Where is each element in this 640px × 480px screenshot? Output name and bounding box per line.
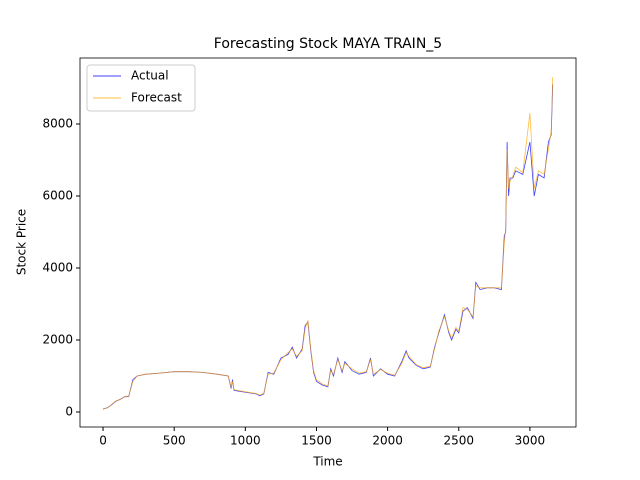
legend-label: Forecast [131,91,182,105]
chart-title: Forecasting Stock MAYA TRAIN_5 [214,36,442,52]
y-tick-label: 4000 [42,260,73,274]
x-tick-label: 500 [163,434,186,448]
y-tick-label: 8000 [42,116,73,130]
x-tick-label: 0 [99,434,107,448]
x-tick-label: 2000 [372,434,403,448]
line-series [102,77,554,410]
y-tick-label: 2000 [42,332,73,346]
line-series [102,84,554,410]
y-tick-label: 0 [65,404,73,418]
y-tick-label: 6000 [42,188,73,202]
x-tick-label: 2500 [443,434,474,448]
x-tick-label: 1000 [230,434,261,448]
y-axis-label: Stock Price [15,209,29,275]
x-tick-label: 3000 [515,434,546,448]
x-axis-label: Time [312,455,342,469]
x-tick-label: 1500 [301,434,332,448]
plot-frame [79,57,577,428]
legend-label: Actual [131,69,169,83]
